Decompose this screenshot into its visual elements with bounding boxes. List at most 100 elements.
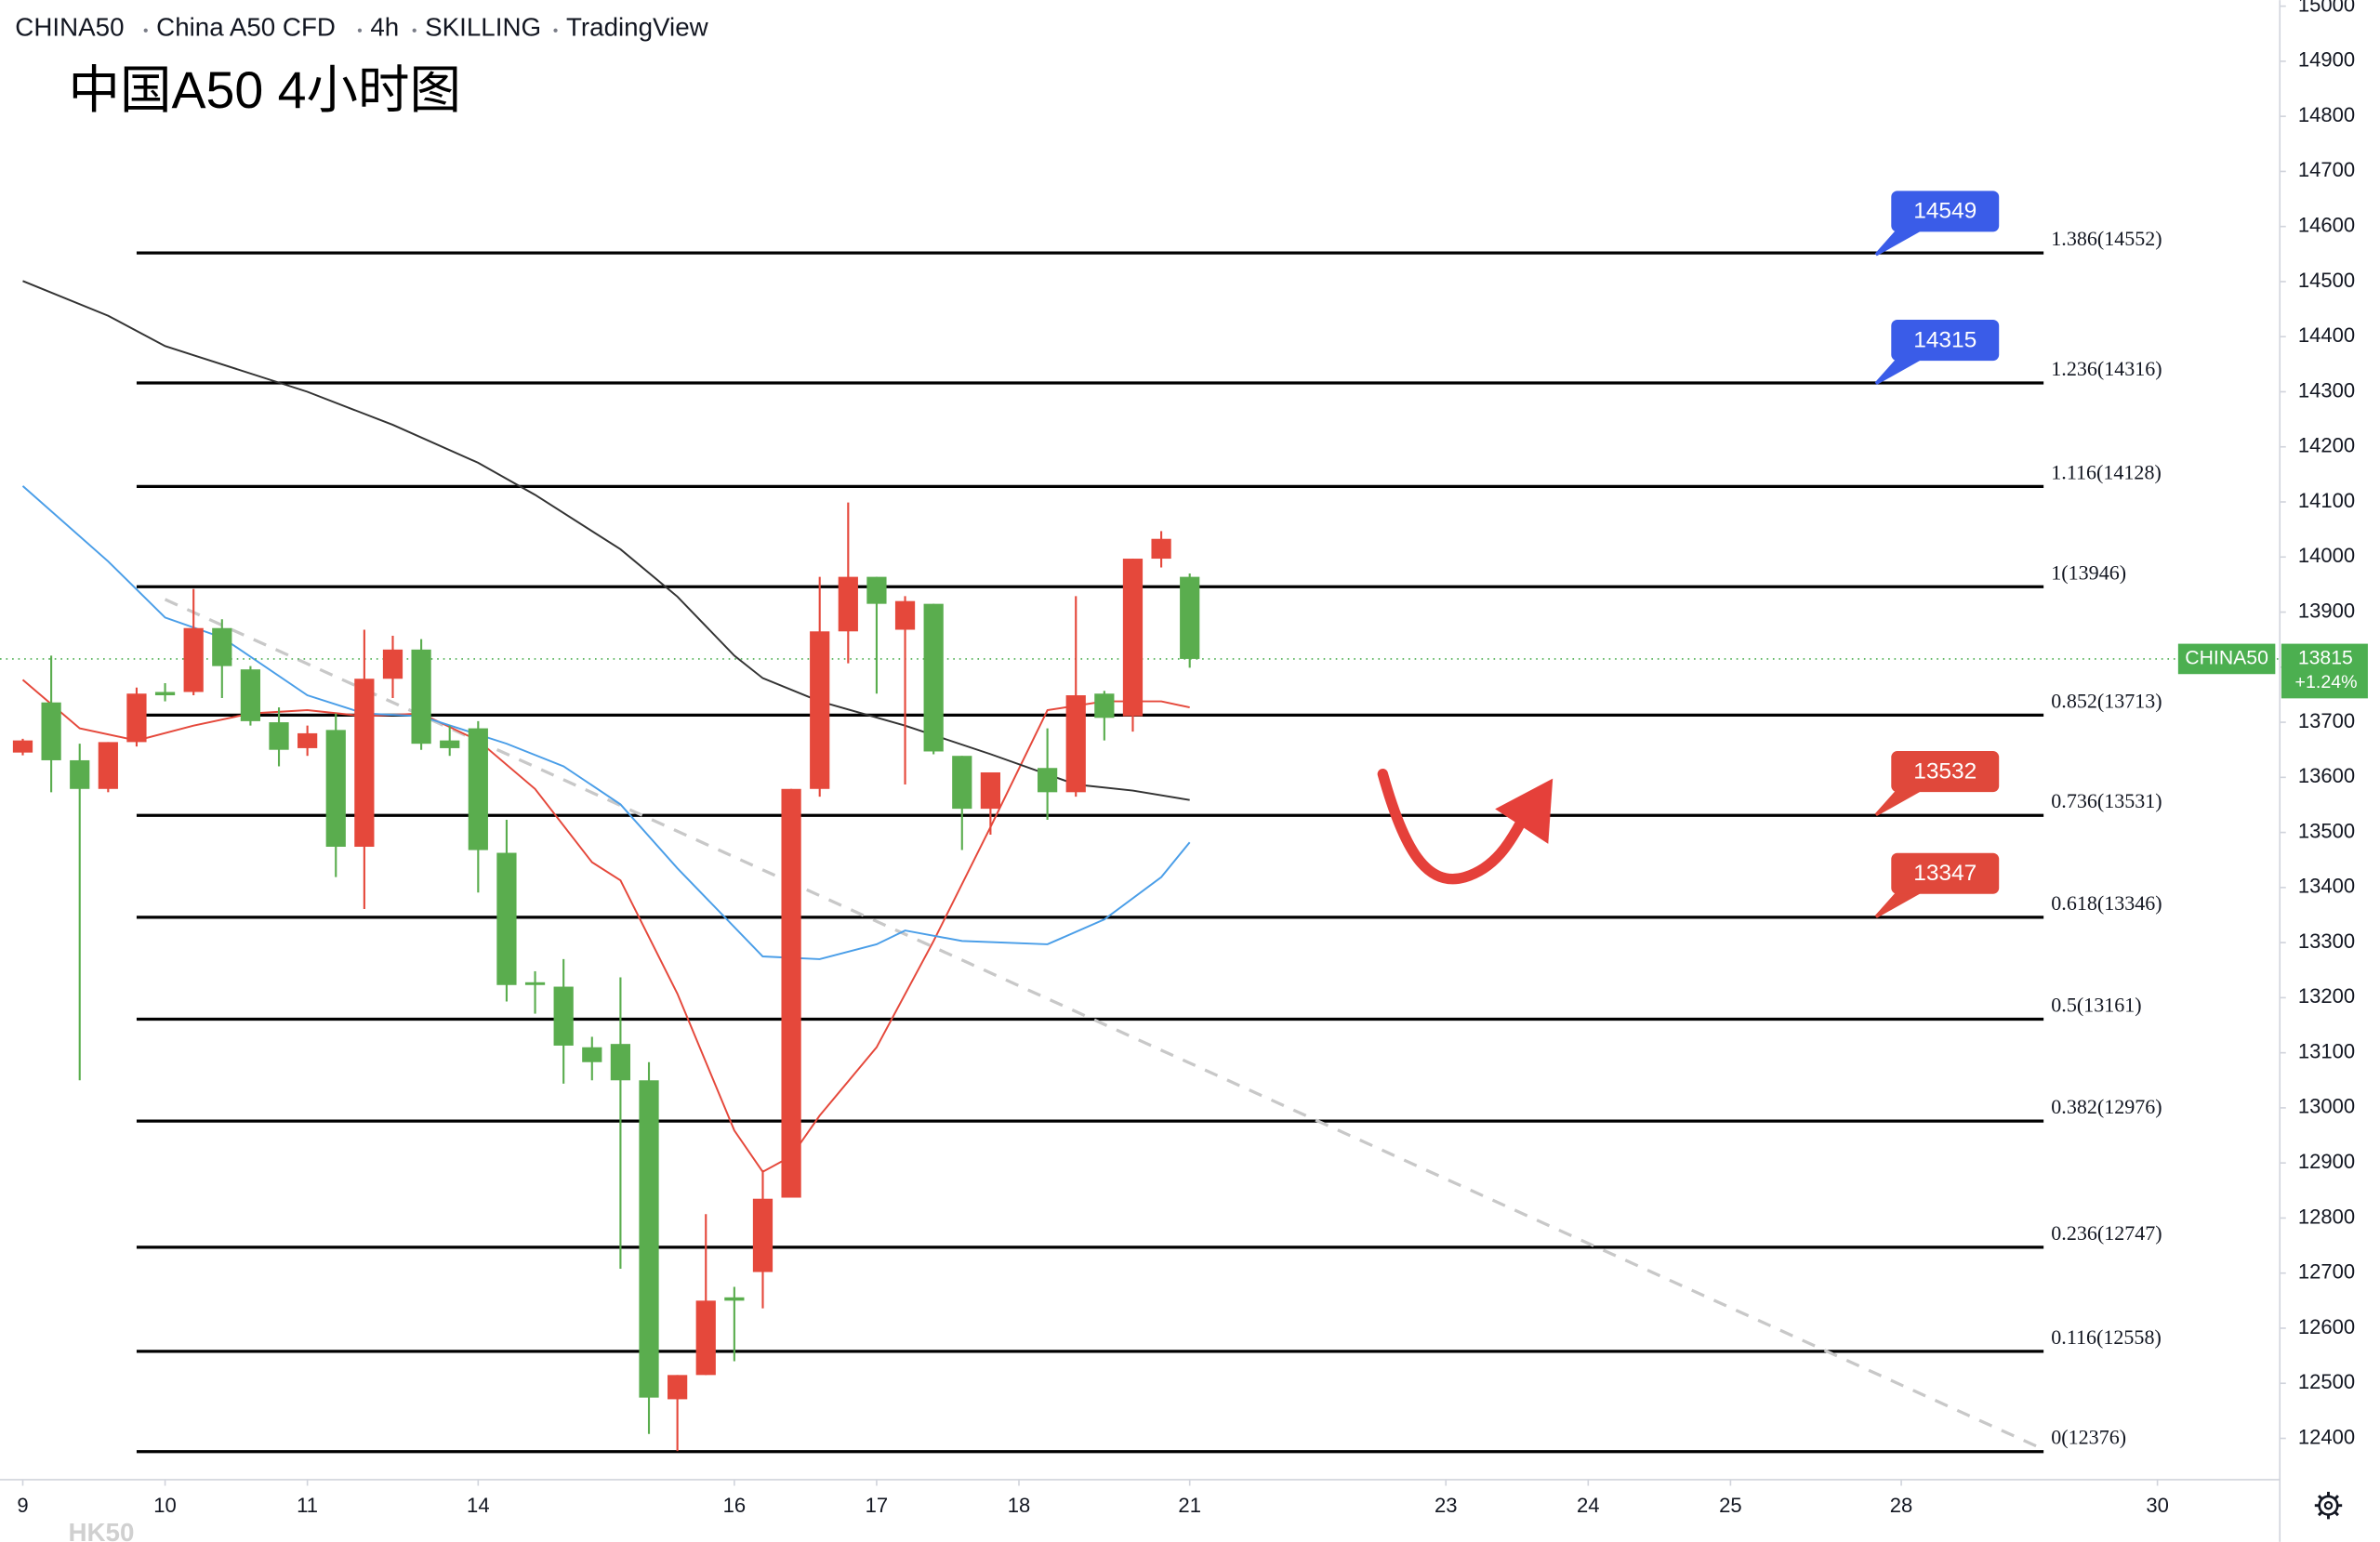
candle-body: [866, 576, 887, 604]
candle-body: [298, 732, 318, 748]
candle-body: [582, 1047, 602, 1062]
header-separator: [143, 28, 148, 33]
fib-label: 1.386(14552): [2051, 227, 2162, 250]
candle-body: [724, 1297, 745, 1301]
y-tick-label: 14900: [2298, 48, 2355, 72]
fib-label: 0.116(12558): [2051, 1325, 2162, 1349]
fib-label: 1.236(14316): [2051, 357, 2162, 380]
fib-label: 0.236(12747): [2051, 1221, 2162, 1245]
candle-body: [1151, 538, 1171, 560]
candle-body: [695, 1300, 716, 1376]
x-tick-label: 23: [1435, 1494, 1458, 1517]
y-tick-label: 14800: [2298, 103, 2355, 126]
candle-body: [553, 986, 574, 1046]
header-item: SKILLING: [425, 12, 541, 41]
header-item: TradingView: [566, 12, 709, 41]
y-tick-label: 13200: [2298, 984, 2355, 1008]
y-tick-label: 14600: [2298, 214, 2355, 237]
gear-teeth: [2314, 1492, 2343, 1520]
callout-box: [1891, 852, 2000, 894]
candle-body: [468, 728, 488, 850]
y-tick-label: 14000: [2298, 544, 2355, 567]
candle-body: [269, 722, 289, 750]
symbol-badge: [2177, 643, 2276, 675]
fib-label: 0(12376): [2051, 1426, 2126, 1449]
candle-body: [354, 679, 375, 848]
y-tick-label: 14100: [2298, 489, 2355, 512]
candle-body: [126, 693, 147, 743]
y-tick-label: 12400: [2298, 1425, 2355, 1448]
price-badge: [2281, 643, 2368, 699]
fib-label: 0.618(13346): [2051, 891, 2162, 915]
candle-body: [668, 1375, 688, 1400]
candle-body: [70, 759, 90, 789]
price-badge-value: 13815: [2298, 648, 2353, 669]
candle-body: [240, 669, 261, 721]
callout-box: [1891, 751, 2000, 793]
candle-body: [1094, 693, 1115, 718]
candle-body: [781, 788, 801, 1198]
x-tick-label: 16: [723, 1494, 747, 1517]
y-tick-label: 13600: [2298, 764, 2355, 787]
candle-body: [980, 771, 1001, 810]
header-item: 4h: [370, 12, 399, 41]
header-item: CHINA50: [15, 12, 124, 41]
candle-body: [12, 740, 33, 753]
candle-body: [1038, 768, 1058, 793]
y-tick-label: 13500: [2298, 819, 2355, 842]
plot-area: [0, 251, 2281, 1454]
y-tick-label: 13100: [2298, 1039, 2355, 1062]
header-item: China A50 CFD: [156, 12, 336, 41]
x-tick-label: 11: [297, 1494, 318, 1517]
fib-label: 1.116(14128): [2051, 460, 2162, 483]
y-tick-label: 13400: [2298, 875, 2355, 898]
candle-body: [524, 982, 546, 985]
x-tick-label: 25: [1719, 1494, 1742, 1517]
symbol-badge-label: CHINA50: [2185, 648, 2268, 669]
y-tick-label: 12900: [2298, 1150, 2355, 1173]
candle-body: [810, 631, 830, 789]
candle-body: [1180, 576, 1200, 659]
x-tick-label: 28: [1890, 1494, 1913, 1517]
candle-body: [440, 740, 460, 748]
candle-body: [496, 852, 517, 985]
candle-body: [154, 692, 176, 696]
candle-body: [610, 1044, 631, 1081]
y-tick-label: 14400: [2298, 323, 2355, 347]
y-tick-label: 12500: [2298, 1370, 2355, 1393]
fib-label: 1(13946): [2051, 560, 2126, 584]
moving-average: [21, 485, 1191, 960]
y-tick-label: 14500: [2298, 269, 2355, 292]
y-tick-label: 14700: [2298, 158, 2355, 181]
y-tick-label: 14200: [2298, 434, 2355, 457]
y-tick-label: 13300: [2298, 929, 2355, 953]
candle-body: [1122, 559, 1144, 717]
settings-icon[interactable]: [2314, 1492, 2343, 1520]
y-tick-label: 15000: [2298, 0, 2355, 16]
x-tick-label: 24: [1577, 1494, 1600, 1517]
y-tick-label: 13900: [2298, 599, 2355, 622]
candle-body: [411, 649, 431, 745]
header-separator: [553, 28, 558, 33]
candle-body: [98, 742, 118, 789]
candle-body: [212, 627, 232, 666]
y-tick-label: 14300: [2298, 378, 2355, 402]
y-tick-label: 12700: [2298, 1260, 2355, 1284]
x-tick-label: 9: [17, 1494, 28, 1517]
y-tick-label: 13000: [2298, 1095, 2355, 1118]
x-tick-label: 10: [153, 1494, 177, 1517]
candle-body: [1065, 695, 1086, 793]
arrow: [1377, 769, 1528, 885]
header-separator: [412, 28, 416, 33]
candle-body: [325, 730, 346, 848]
x-tick-label: 17: [866, 1494, 889, 1517]
header-separator: [357, 28, 363, 33]
y-tick-label: 13700: [2298, 709, 2355, 732]
callout-label: 13347: [1913, 861, 1977, 886]
y-tick-label: 12800: [2298, 1205, 2355, 1228]
candle-body: [838, 576, 858, 632]
y-tick-label: 12600: [2298, 1315, 2355, 1338]
moving-average: [22, 280, 1190, 801]
callout-label: 14549: [1913, 199, 1977, 224]
watermark: HK50: [68, 1518, 134, 1542]
